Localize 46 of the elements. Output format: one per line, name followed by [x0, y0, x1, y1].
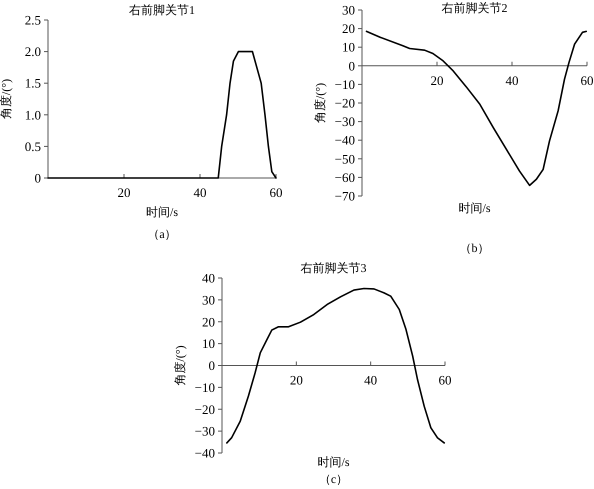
x-tick-label: 40: [506, 72, 518, 88]
x-tick-label: 20: [290, 372, 303, 388]
x-axis-title: 时间/s: [458, 201, 491, 215]
x-tick-label: 20: [430, 72, 444, 88]
x-tick-label: 20: [118, 185, 130, 200]
x-axis-title: 时间/s: [317, 455, 350, 469]
y-axis-title: 角度/(°): [173, 345, 187, 386]
y-tick-label: −60: [334, 170, 355, 185]
y-axis-title: 角度/(°): [0, 78, 13, 120]
y-tick-label: −50: [334, 151, 355, 166]
y-tick-label: 1.0: [24, 107, 41, 122]
chart-title: 右前脚关节3: [300, 261, 366, 275]
x-tick-label: 60: [438, 372, 452, 388]
y-axis-title: 角度/(°): [313, 82, 327, 124]
y-tick-label: 20: [342, 21, 355, 36]
y-tick-label: 30: [202, 292, 215, 308]
y-tick-label: 1.5: [24, 76, 41, 91]
y-tick-label: −40: [334, 132, 355, 148]
y-tick-label: 0.5: [24, 138, 41, 154]
y-tick-label: 40: [202, 270, 215, 286]
y-tick-label: 0: [208, 358, 215, 373]
y-tick-label: 0: [348, 58, 355, 74]
y-tick-label: −70: [334, 188, 355, 204]
x-axis-title: 时间/s: [146, 205, 178, 219]
x-tick-label: 40: [364, 372, 378, 388]
y-tick-label: 2.0: [24, 44, 41, 60]
y-tick-label: −10: [194, 380, 215, 395]
y-tick-label: 2.5: [24, 12, 41, 28]
x-tick-label: 60: [270, 185, 282, 200]
text: （c）: [318, 472, 348, 486]
x-tick-label: 60: [580, 72, 594, 88]
y-tick-label: −10: [334, 76, 355, 92]
y-tick-label: 10: [342, 40, 355, 55]
chart-title: 右前脚关节2: [442, 1, 508, 15]
chart-title: 右前脚关节1: [129, 3, 195, 17]
y-tick-label: −20: [334, 96, 355, 110]
y-tick-label: 30: [342, 2, 355, 18]
y-tick-label: 10: [202, 336, 215, 352]
y-tick-label: −30: [194, 424, 215, 439]
y-tick-label: −40: [194, 446, 215, 460]
y-tick-label: 20: [202, 314, 215, 330]
y-tick-label: −20: [194, 402, 215, 417]
text: （a）: [147, 227, 177, 241]
y-tick-label: 0: [34, 170, 41, 186]
y-tick-label: −30: [334, 114, 355, 130]
text: （b）: [460, 241, 490, 255]
